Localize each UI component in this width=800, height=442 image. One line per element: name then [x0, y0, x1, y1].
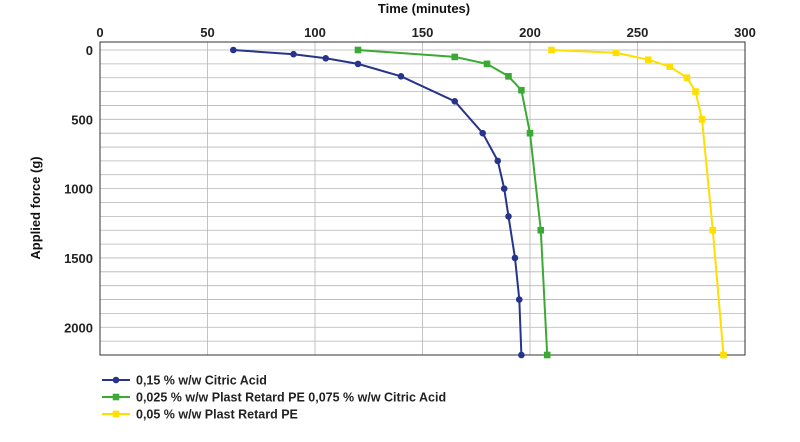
data-point — [230, 46, 237, 54]
x-tick-label: 100 — [304, 25, 326, 40]
data-point — [644, 56, 652, 64]
legend-marker — [112, 376, 120, 384]
series-line — [357, 49, 549, 356]
legend-label: 0,15 % w/w Citric Acid — [136, 374, 267, 388]
data-point — [543, 351, 551, 359]
data-point — [515, 296, 523, 303]
legend-label: 0,05 % w/w Plast Retard PE — [136, 408, 298, 422]
data-point — [505, 213, 512, 220]
y-tick-label: 2000 — [64, 320, 93, 335]
data-point — [397, 73, 405, 80]
data-point — [354, 60, 362, 68]
y-tick-label: 0 — [86, 43, 93, 58]
y-axis-title: Applied force (g) — [28, 156, 43, 259]
data-point — [666, 63, 674, 70]
data-point — [511, 254, 519, 262]
data-point — [709, 226, 717, 234]
data-point — [698, 116, 706, 123]
data-point — [354, 46, 362, 54]
x-tick-label: 300 — [734, 25, 756, 40]
data-point — [683, 74, 691, 82]
y-tick-label: 1000 — [64, 182, 93, 197]
data-point — [526, 129, 534, 137]
data-point — [322, 55, 330, 62]
data-point — [720, 351, 727, 359]
y-axis-ticks: 0 500 1000 1500 2000 — [64, 43, 93, 335]
data-point — [451, 97, 459, 105]
legend: 0,15 % w/w Citric Acid 0,025 % w/w Plast … — [102, 374, 446, 422]
data-point — [479, 129, 487, 137]
legend-item: 0,15 % w/w Citric Acid — [102, 374, 267, 388]
x-tick-label: 50 — [200, 25, 214, 40]
series-2 — [354, 46, 551, 359]
legend-item: 0,05 % w/w Plast Retard PE — [102, 408, 298, 422]
data-point — [537, 226, 545, 234]
data-point — [500, 185, 508, 192]
x-tick-label: 150 — [412, 25, 434, 40]
series-1 — [230, 46, 525, 359]
series-layer — [230, 46, 727, 359]
data-point — [290, 50, 297, 58]
x-tick-label: 200 — [519, 25, 541, 40]
x-tick-label: 0 — [96, 25, 103, 40]
data-point — [612, 49, 620, 57]
plot-area-frame — [99, 41, 746, 356]
x-tick-label: 250 — [627, 25, 649, 40]
gridlines — [99, 42, 746, 356]
data-point — [494, 157, 502, 165]
y-tick-label: 500 — [71, 112, 93, 127]
x-axis-ticks: 0 50 100 150 200 250 300 — [96, 25, 755, 40]
data-point — [548, 46, 555, 54]
series-3 — [548, 46, 727, 359]
data-point — [451, 53, 459, 61]
legend-label: 0,025 % w/w Plast Retard PE 0,075 % w/w … — [136, 391, 446, 405]
data-point — [518, 86, 525, 94]
x-axis-title: Time (minutes) — [378, 1, 470, 16]
data-point — [692, 88, 699, 95]
y-tick-label: 1500 — [64, 251, 93, 266]
legend-marker — [112, 410, 120, 418]
legend-marker — [112, 393, 120, 401]
data-point — [505, 73, 512, 80]
data-point — [483, 60, 491, 68]
data-point — [518, 351, 525, 359]
legend-item: 0,025 % w/w Plast Retard PE 0,075 % w/w … — [102, 391, 446, 405]
